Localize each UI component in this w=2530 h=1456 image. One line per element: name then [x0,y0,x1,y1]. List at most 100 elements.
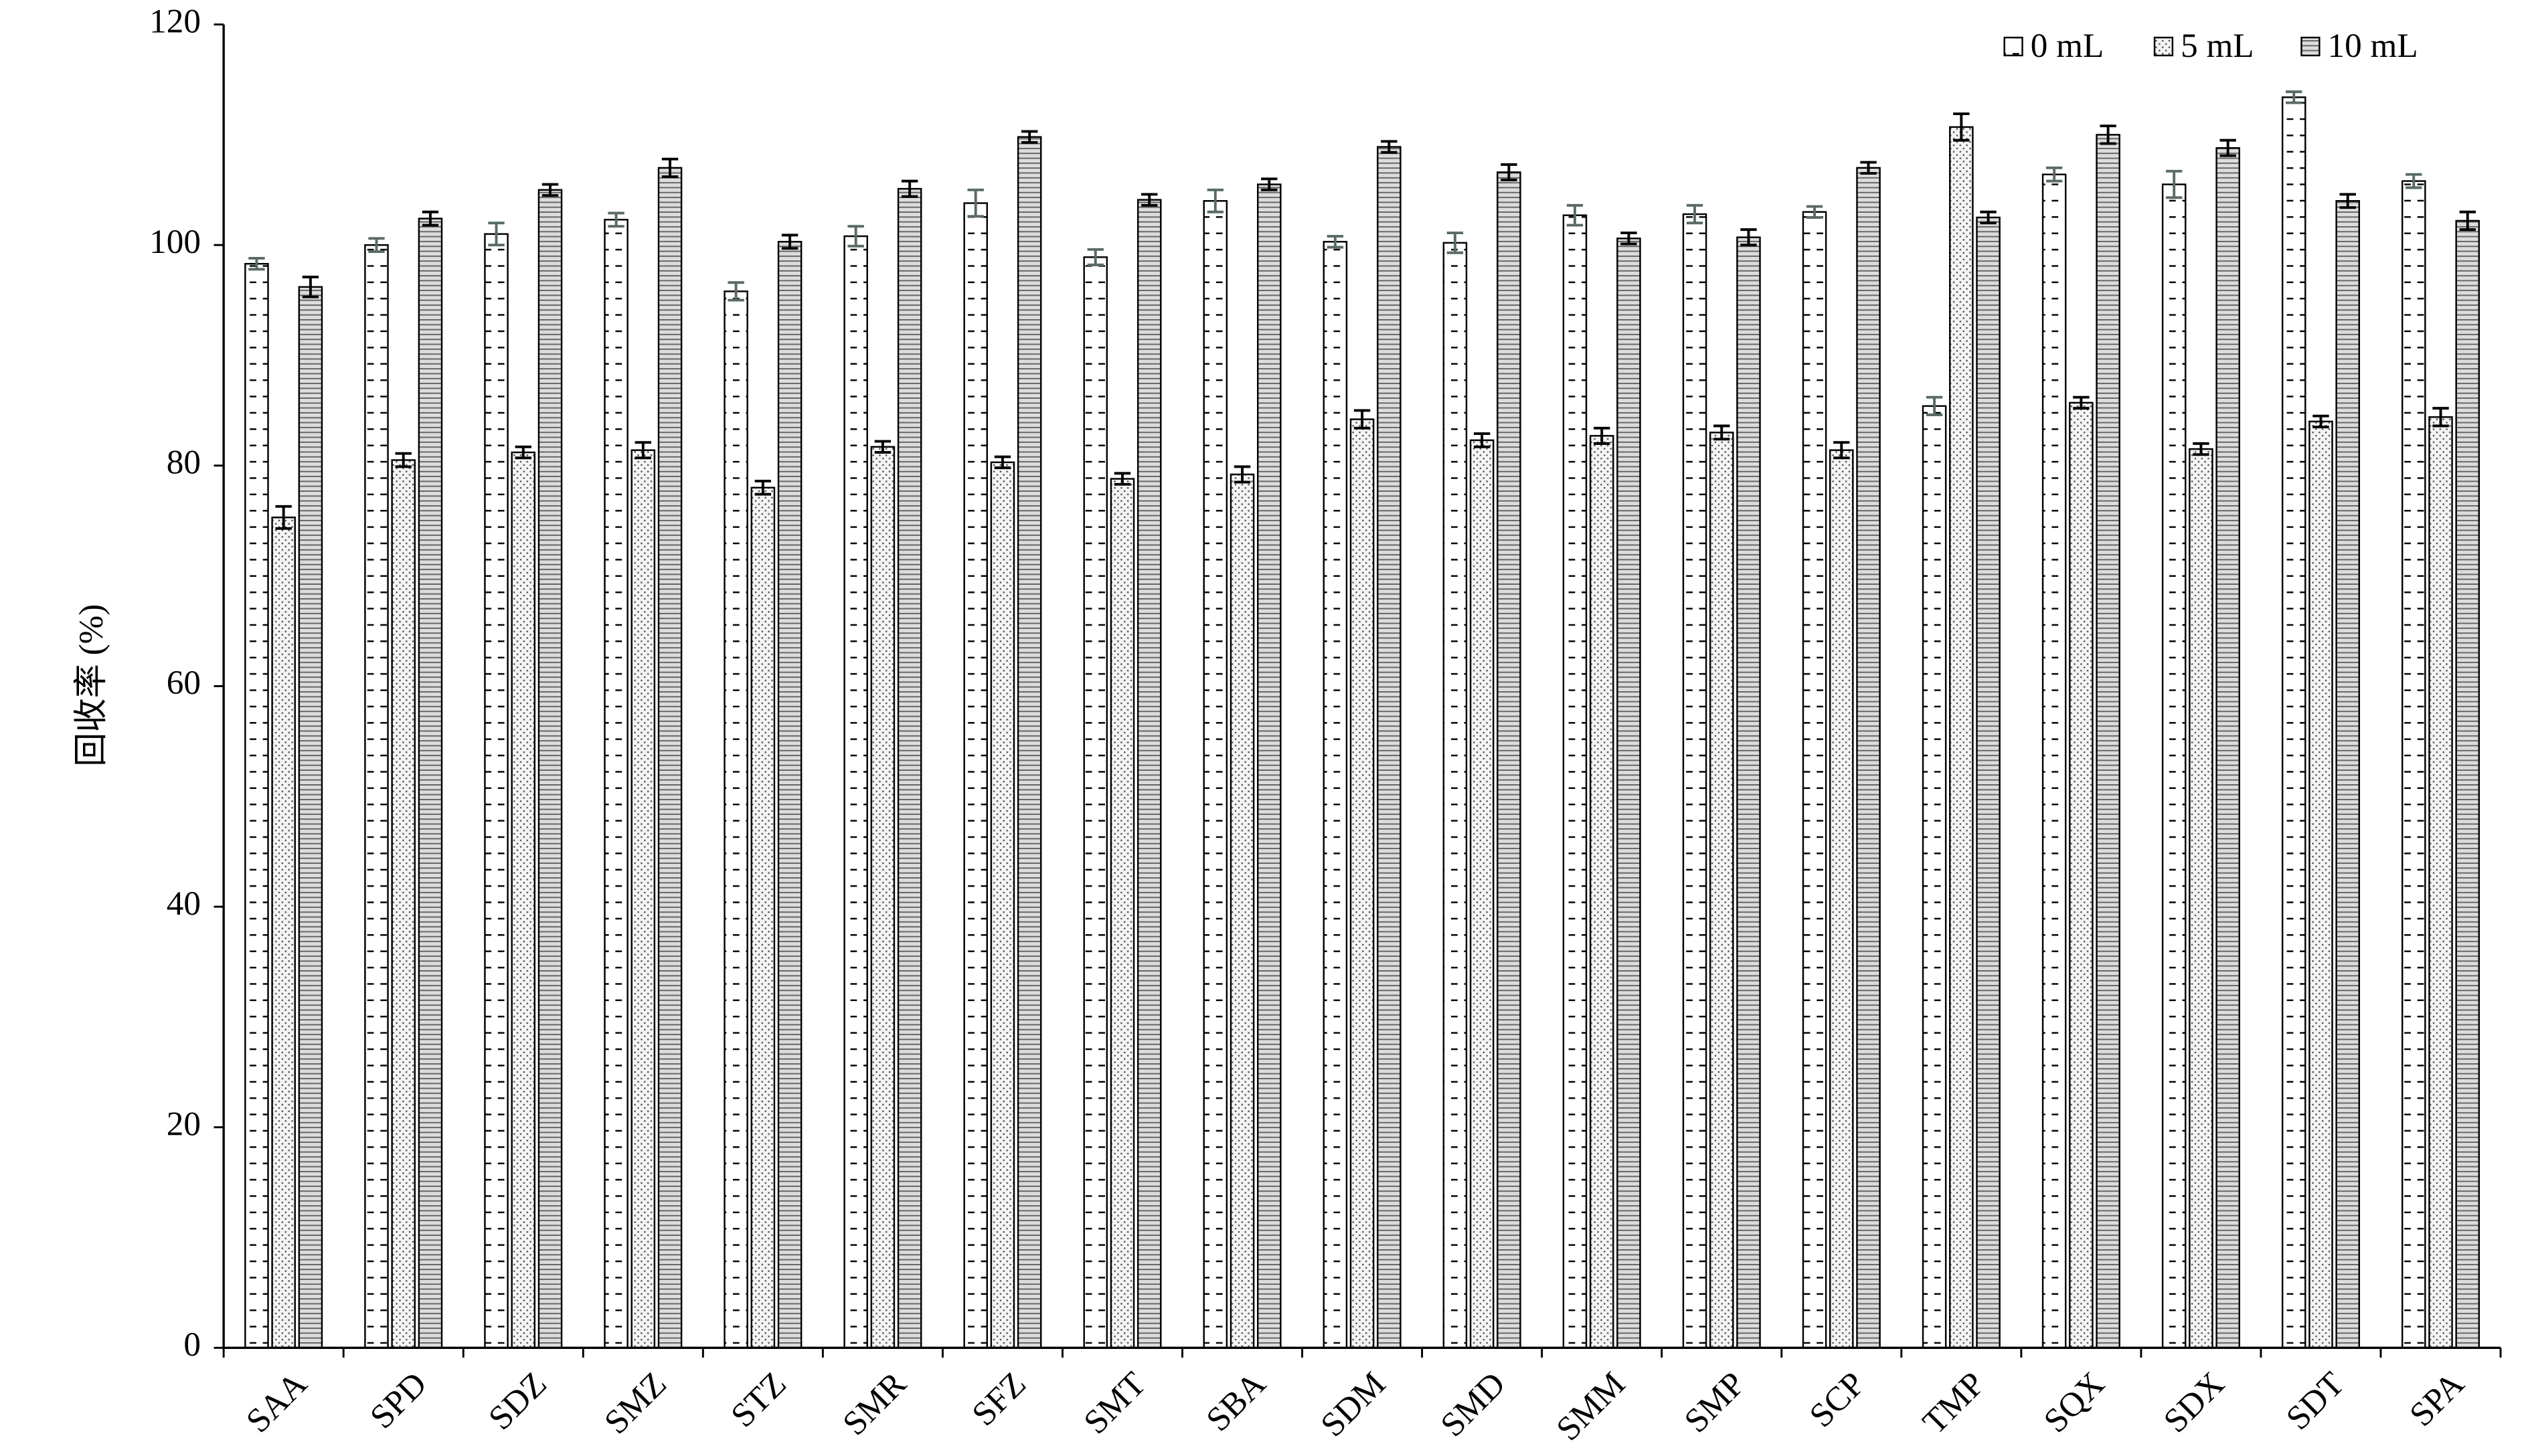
error-bar [2166,169,2183,199]
bar [1709,432,1734,1349]
bar [1136,199,1162,1349]
bar [1469,439,1495,1349]
error-bar [1114,472,1131,486]
bar [1230,473,1255,1349]
x-tick-label: STZ [724,1365,794,1435]
bar [537,189,563,1349]
bar [244,263,269,1349]
x-tick-label: SMR [835,1364,914,1443]
error-bar [1594,426,1610,445]
bar [2041,173,2067,1349]
error-bar [2193,442,2209,456]
bar [1616,238,1641,1349]
bar [604,219,628,1349]
error-bar [1926,395,1943,416]
bar [1497,171,1521,1349]
bar [1922,405,1947,1349]
x-tick-label: SDX [2157,1365,2232,1441]
bar [1829,449,1854,1349]
bar [2281,96,2306,1349]
bar [777,241,803,1349]
bar [2215,147,2240,1349]
x-tick-label: SMP [1677,1365,1753,1441]
bar [364,244,389,1349]
bar [2189,448,2213,1349]
error-bar [2459,210,2476,232]
x-tick-label: SMT [1076,1365,1153,1442]
bar [2096,134,2120,1349]
error-bar [608,211,624,228]
error-bar [2339,193,2356,209]
bar [1802,211,1827,1349]
bar [1083,256,1108,1349]
bar [1377,146,1402,1349]
legend-label: 0 mL [2031,27,2104,65]
bar [1203,200,1228,1349]
error-bar [1833,441,1850,460]
y-tick-label: 60 [167,664,201,702]
x-tick-label: SDT [2279,1365,2352,1438]
error-bar [1381,140,1398,154]
x-tick-label: SFZ [964,1365,1033,1434]
bar [1736,236,1761,1349]
error-bar [1327,235,1344,249]
bar [391,459,416,1349]
bar [990,461,1015,1349]
error-bar [1141,193,1158,207]
bar [843,235,868,1349]
error-bar [1806,205,1823,219]
error-bar [488,221,505,247]
bar [963,202,989,1349]
bar [1949,126,1974,1349]
bar [724,290,748,1349]
bar [2455,219,2480,1349]
x-tick-label: SPA [2402,1365,2471,1434]
y-axis-title: 回收率 (%) [72,604,110,767]
bar [1562,214,1588,1349]
error-bar [2073,395,2090,410]
error-bar [1087,248,1104,266]
legend-label: 10 mL [2328,27,2418,65]
x-tick-label: SMZ [597,1365,674,1442]
y-tick-label: 0 [183,1326,201,1364]
error-bar [1860,161,1877,175]
error-bar [1261,177,1278,191]
error-bar [368,237,385,254]
bar [1589,435,1614,1349]
error-bar [515,445,531,460]
bar [657,167,683,1349]
error-bar [1021,130,1038,144]
error-bar [2432,407,2449,428]
error-bar [395,452,412,468]
x-tick-label: SBA [1199,1365,1273,1439]
error-bar [901,179,918,198]
bar [484,233,509,1349]
bar [2335,200,2361,1349]
bar [2428,416,2453,1349]
bar [271,517,296,1349]
error-bar [2100,124,2116,145]
bar [1256,183,1282,1349]
error-bar [1234,465,1251,484]
error-bar [541,183,559,197]
error-bar [1353,409,1371,430]
error-bar [1713,424,1730,441]
x-tick-label: TMP [1916,1365,1993,1442]
error-bar [2406,173,2422,189]
x-tick-label: SDZ [481,1365,554,1438]
bar [2069,401,2094,1349]
legend-label: 5 mL [2181,27,2254,65]
error-bar [635,441,652,460]
error-bar [1620,232,1637,246]
y-tick-label: 80 [167,444,201,482]
error-bar [847,225,864,248]
error-bar [754,479,772,496]
error-bar [2045,166,2063,183]
legend-swatch [2153,36,2174,57]
bar [1976,216,2001,1349]
error-bar [2219,139,2236,157]
legend-swatch [2003,36,2023,57]
bar [511,451,536,1349]
